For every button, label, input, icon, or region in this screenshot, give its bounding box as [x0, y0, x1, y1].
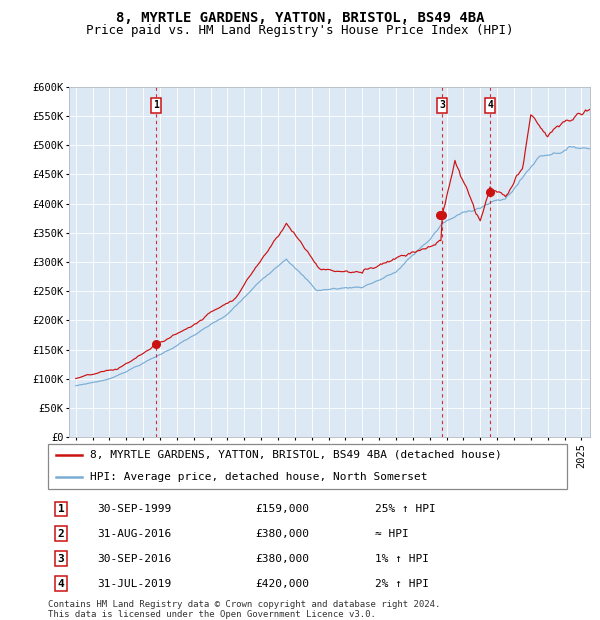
Text: HPI: Average price, detached house, North Somerset: HPI: Average price, detached house, Nort… [89, 472, 427, 482]
Text: ≈ HPI: ≈ HPI [375, 529, 409, 539]
Text: 30-SEP-1999: 30-SEP-1999 [97, 504, 172, 514]
Text: 31-JUL-2019: 31-JUL-2019 [97, 579, 172, 589]
Text: Contains HM Land Registry data © Crown copyright and database right 2024.
This d: Contains HM Land Registry data © Crown c… [48, 600, 440, 619]
Text: 1: 1 [58, 504, 64, 514]
Text: £380,000: £380,000 [256, 529, 310, 539]
Text: 4: 4 [487, 100, 493, 110]
Text: 8, MYRTLE GARDENS, YATTON, BRISTOL, BS49 4BA: 8, MYRTLE GARDENS, YATTON, BRISTOL, BS49… [116, 11, 484, 25]
Text: 25% ↑ HPI: 25% ↑ HPI [375, 504, 436, 514]
Text: 30-SEP-2016: 30-SEP-2016 [97, 554, 172, 564]
FancyBboxPatch shape [48, 444, 567, 489]
Text: 2% ↑ HPI: 2% ↑ HPI [375, 579, 429, 589]
Text: Price paid vs. HM Land Registry's House Price Index (HPI): Price paid vs. HM Land Registry's House … [86, 24, 514, 37]
Text: 8, MYRTLE GARDENS, YATTON, BRISTOL, BS49 4BA (detached house): 8, MYRTLE GARDENS, YATTON, BRISTOL, BS49… [89, 450, 501, 459]
Text: 2: 2 [58, 529, 64, 539]
Text: £159,000: £159,000 [256, 504, 310, 514]
Text: 3: 3 [439, 100, 445, 110]
Text: £380,000: £380,000 [256, 554, 310, 564]
Text: £420,000: £420,000 [256, 579, 310, 589]
Text: 3: 3 [58, 554, 64, 564]
Text: 1% ↑ HPI: 1% ↑ HPI [375, 554, 429, 564]
Text: 31-AUG-2016: 31-AUG-2016 [97, 529, 172, 539]
Text: 1: 1 [153, 100, 159, 110]
Text: 4: 4 [58, 579, 64, 589]
